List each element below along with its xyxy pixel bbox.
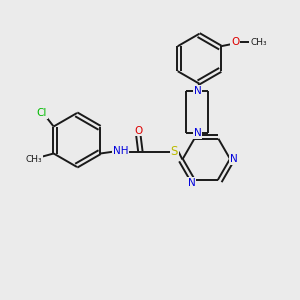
Text: O: O xyxy=(231,37,239,47)
Text: CH₃: CH₃ xyxy=(251,38,267,47)
Text: Cl: Cl xyxy=(36,109,47,118)
Text: N: N xyxy=(194,86,201,96)
Text: N: N xyxy=(188,178,195,188)
Text: O: O xyxy=(134,125,142,136)
Text: N: N xyxy=(230,154,237,164)
Text: N: N xyxy=(194,128,201,138)
Text: CH₃: CH₃ xyxy=(25,155,42,164)
Text: NH: NH xyxy=(112,146,128,157)
Text: S: S xyxy=(171,145,178,158)
